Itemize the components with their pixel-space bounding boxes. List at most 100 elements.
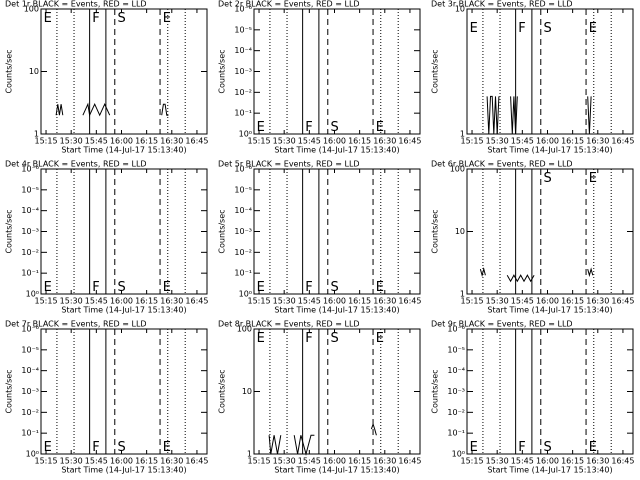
annotation: S — [117, 440, 125, 455]
y-axis-label: Counts/sec — [431, 209, 440, 253]
data-line — [55, 102, 169, 117]
x-tick-label: 15:15 — [247, 137, 270, 146]
y-tick-label: 10 — [455, 227, 465, 236]
x-axis-label: Start Time (14-Jul-17 15:13:40) — [274, 306, 399, 315]
y-axis-label: Counts/sec — [5, 49, 14, 93]
x-axis-label: Start Time (14-Jul-17 15:13:40) — [487, 306, 612, 315]
x-tick-label: 16:30 — [373, 457, 396, 466]
annotation: E — [257, 280, 265, 295]
x-tick-label: 15:15 — [34, 297, 57, 306]
y-tick-label: 10⁻⁵ — [447, 345, 465, 354]
annotation: F — [92, 440, 99, 455]
x-tick-label: 16:30 — [586, 457, 609, 466]
plot-frame — [40, 8, 208, 135]
plot-frame — [466, 328, 634, 455]
x-tick-label: 15:45 — [85, 137, 108, 146]
x-tick-label: 16:30 — [373, 297, 396, 306]
plot-frame — [466, 8, 634, 135]
x-tick-label: 16:00 — [110, 457, 133, 466]
annotation: S — [330, 280, 338, 295]
y-tick-label: 100 — [237, 325, 252, 334]
x-tick-label: 16:00 — [323, 137, 346, 146]
x-tick-label: 15:30 — [273, 297, 296, 306]
x-axis-label: Start Time (14-Jul-17 15:13:40) — [487, 466, 612, 475]
x-tick-label: 15:15 — [460, 297, 483, 306]
y-tick-label: 10⁻¹ — [21, 429, 39, 438]
x-tick-label: 16:15 — [348, 297, 371, 306]
y-tick-label: 10⁻⁵ — [21, 345, 39, 354]
annotation: E — [44, 11, 52, 26]
x-tick-label: 15:45 — [298, 297, 321, 306]
y-tick-label: 10 — [455, 5, 465, 14]
y-tick-label: 10⁰ — [26, 450, 39, 459]
y-tick-label: 10⁰ — [26, 290, 39, 299]
plot-frame — [466, 168, 634, 295]
annotation: F — [305, 280, 312, 295]
x-tick-label: 16:15 — [135, 137, 158, 146]
data-line — [268, 422, 377, 456]
y-axis-label: Counts/sec — [218, 369, 227, 413]
y-tick-label: 1 — [460, 290, 465, 299]
y-tick-label: 10⁻³ — [234, 67, 252, 76]
y-tick-label: 100 — [450, 165, 465, 174]
annotation: S — [330, 120, 338, 135]
x-tick-label: 15:15 — [34, 457, 57, 466]
x-tick-label: 15:15 — [247, 457, 270, 466]
data-line — [486, 95, 592, 135]
y-tick-label: 10⁻³ — [21, 227, 39, 236]
y-tick-label: 10⁻² — [21, 408, 39, 417]
chart-title: Det 8r BLACK = Events, RED = LLD — [218, 320, 360, 329]
x-tick-label: 16:45 — [185, 297, 208, 306]
annotation: E — [44, 280, 52, 295]
y-tick-label: 10⁻⁶ — [234, 5, 252, 14]
x-tick-label: 15:45 — [511, 137, 534, 146]
y-tick-label: 10⁻³ — [21, 387, 39, 396]
chart-title: Det 1r BLACK = Events, RED = LLD — [5, 0, 147, 9]
y-tick-label: 10⁻⁵ — [234, 185, 252, 194]
x-tick-label: 16:45 — [398, 297, 421, 306]
x-tick-label: 16:45 — [611, 297, 634, 306]
annotation: F — [518, 440, 525, 455]
y-tick-label: 10⁻¹ — [21, 269, 39, 278]
annotation: F — [92, 280, 99, 295]
x-tick-label: 16:45 — [185, 137, 208, 146]
x-tick-label: 16:00 — [536, 137, 559, 146]
y-tick-label: 10⁻⁴ — [21, 366, 39, 375]
annotation: E — [470, 440, 478, 455]
x-tick-label: 16:15 — [561, 457, 584, 466]
chart-title: Det 4r BLACK = Events, RED = LLD — [5, 160, 147, 169]
annotation: E — [376, 120, 384, 135]
annotation: E — [470, 21, 478, 36]
y-tick-label: 10⁻⁴ — [21, 206, 39, 215]
x-tick-label: 15:45 — [298, 457, 321, 466]
x-tick-label: 15:45 — [85, 457, 108, 466]
chart-title: Det 9r BLACK = Events, RED = LLD — [431, 320, 573, 329]
x-tick-label: 16:45 — [398, 137, 421, 146]
x-tick-label: 16:45 — [398, 457, 421, 466]
annotation: F — [518, 21, 525, 36]
annotation: E — [376, 331, 384, 346]
annotation: E — [163, 11, 171, 26]
x-tick-label: 15:45 — [511, 457, 534, 466]
y-tick-label: 10 — [242, 387, 252, 396]
annotation: E — [376, 280, 384, 295]
x-tick-label: 15:45 — [85, 297, 108, 306]
x-tick-label: 16:45 — [185, 457, 208, 466]
annotation: S — [543, 171, 551, 186]
y-tick-label: 10⁻² — [234, 88, 252, 97]
x-tick-label: 16:30 — [586, 137, 609, 146]
y-tick-label: 10⁻⁶ — [234, 165, 252, 174]
x-tick-label: 16:00 — [110, 297, 133, 306]
y-tick-label: 10⁻³ — [234, 227, 252, 236]
chart-title: Det 3r BLACK = Events, RED = LLD — [431, 0, 573, 9]
annotation: E — [163, 440, 171, 455]
annotation: E — [589, 171, 597, 186]
x-tick-label: 16:15 — [348, 137, 371, 146]
x-tick-label: 16:00 — [323, 297, 346, 306]
x-axis-label: Start Time (14-Jul-17 15:13:40) — [61, 466, 186, 475]
x-axis-label: Start Time (14-Jul-17 15:13:40) — [274, 466, 399, 475]
y-tick-label: 10⁻⁵ — [234, 25, 252, 34]
annotation: E — [589, 440, 597, 455]
x-tick-label: 16:30 — [373, 137, 396, 146]
x-tick-label: 15:30 — [60, 137, 83, 146]
